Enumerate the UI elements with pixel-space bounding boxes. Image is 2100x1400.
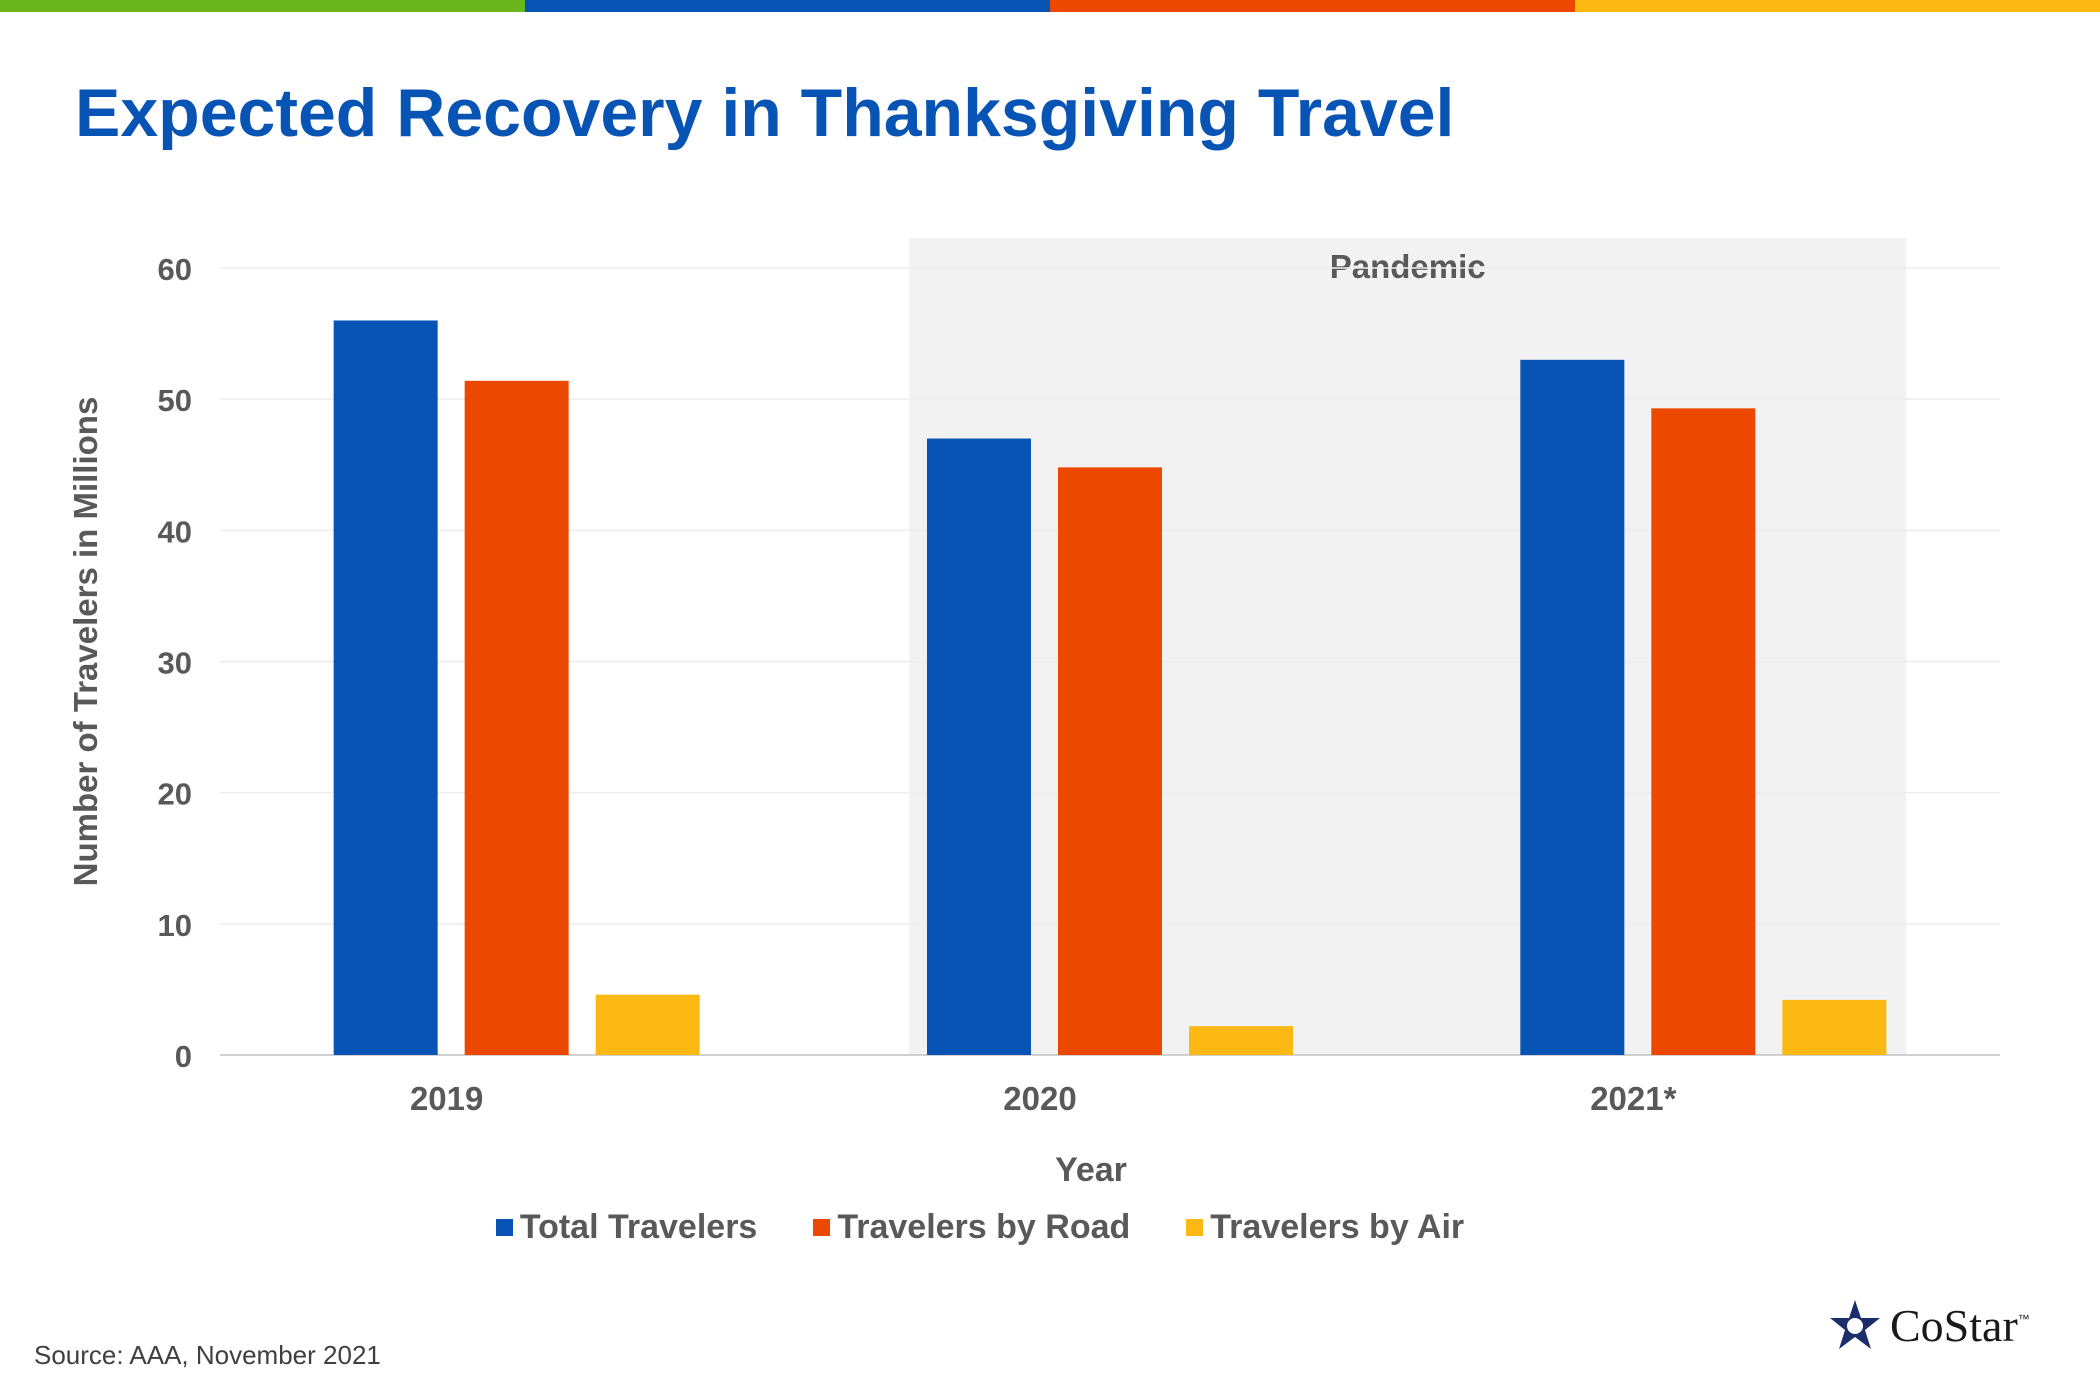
top-color-stripe <box>0 0 2100 12</box>
star-logo-icon <box>1830 1300 1880 1349</box>
y-tick-label: 50 <box>158 383 192 418</box>
legend-item: Travelers by Road <box>813 1208 1130 1247</box>
legend-label: Travelers by Road <box>837 1208 1131 1246</box>
bar-total-travelers <box>333 320 438 1055</box>
stripe-blue <box>525 0 1050 12</box>
brand-name: CoStar <box>1890 1299 2018 1351</box>
source-note: Source: AAA, November 2021 <box>34 1340 381 1370</box>
legend-swatch <box>495 1219 513 1236</box>
chart-legend: Total Travelers Travelers by Road Traveler… <box>0 1208 2030 1247</box>
bar-travelers-by-road <box>1651 408 1756 1055</box>
x-tick-label: 2019 <box>410 1080 483 1117</box>
bar-travelers-by-road <box>1058 467 1162 1056</box>
brand-trademark: ™ <box>2017 1312 2030 1326</box>
y-tick-label: 30 <box>158 646 192 681</box>
costar-logo: CoStar ™ <box>1828 1298 2030 1352</box>
bar-travelers-by-road <box>464 380 569 1055</box>
y-tick-label: 20 <box>158 777 192 812</box>
y-tick-label: 60 <box>158 252 192 287</box>
bar-total-travelers <box>1520 359 1625 1056</box>
legend-item: Travelers by Air <box>1186 1208 1464 1247</box>
x-tick-label: 2020 <box>1003 1080 1076 1117</box>
legend-swatch <box>813 1219 831 1236</box>
bar-travelers-by-air <box>1189 1026 1293 1055</box>
page-title: Expected Recovery in Thanksgiving Travel <box>75 75 1455 151</box>
y-tick-label: 40 <box>158 514 192 549</box>
x-axis-title: Year <box>1055 1151 1127 1189</box>
legend-label: Total Travelers <box>519 1208 758 1246</box>
stripe-green <box>0 0 525 12</box>
bar-travelers-by-air <box>1782 999 1887 1055</box>
pandemic-label: Pandemic <box>1330 248 1486 285</box>
bar-travelers-by-air <box>595 994 700 1055</box>
y-axis-title: Number of Travelers in Millions <box>67 397 104 887</box>
x-tick-label: 2021* <box>1590 1080 1676 1117</box>
stripe-orange <box>1050 0 1575 12</box>
y-tick-label: 0 <box>175 1039 192 1074</box>
bar-total-travelers <box>927 438 1031 1055</box>
legend-label: Travelers by Air <box>1210 1208 1465 1246</box>
y-tick-label: 10 <box>158 908 192 943</box>
legend-item: Total Travelers <box>495 1208 758 1247</box>
legend-swatch <box>1186 1219 1204 1236</box>
stripe-yellow <box>1575 0 2100 12</box>
